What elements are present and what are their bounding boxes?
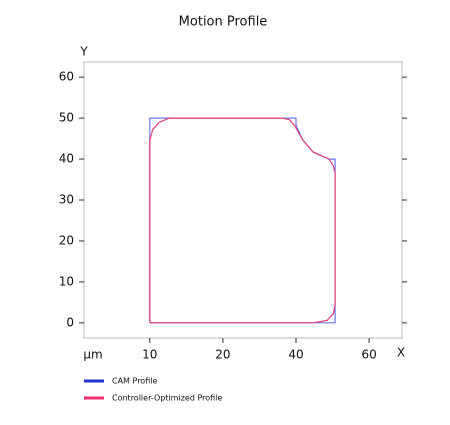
x-tick-label: 60 xyxy=(361,348,376,362)
series-line xyxy=(149,117,336,324)
series-line xyxy=(149,117,336,324)
legend-label: Controller-Optimized Profile xyxy=(112,394,222,403)
plot-frame xyxy=(83,61,403,339)
unit-label: µm xyxy=(83,348,102,362)
chart-title: Motion Profile xyxy=(179,15,268,30)
y-tick-label: 30 xyxy=(59,193,74,207)
x-axis-label: X xyxy=(397,346,405,360)
x-tick-label: 40 xyxy=(288,348,303,362)
y-tick-label: 50 xyxy=(59,111,74,125)
y-tick-label: 20 xyxy=(59,233,74,247)
y-tick-label: 60 xyxy=(59,70,74,84)
y-axis-label: Y xyxy=(79,45,88,59)
legend-label: CAM Profile xyxy=(112,377,157,386)
y-tick-label: 40 xyxy=(59,152,74,166)
x-tick-label: 20 xyxy=(215,348,230,362)
y-tick-label: 0 xyxy=(66,315,74,329)
y-tick-label: 10 xyxy=(59,274,74,288)
x-tick-label: 10 xyxy=(142,348,157,362)
